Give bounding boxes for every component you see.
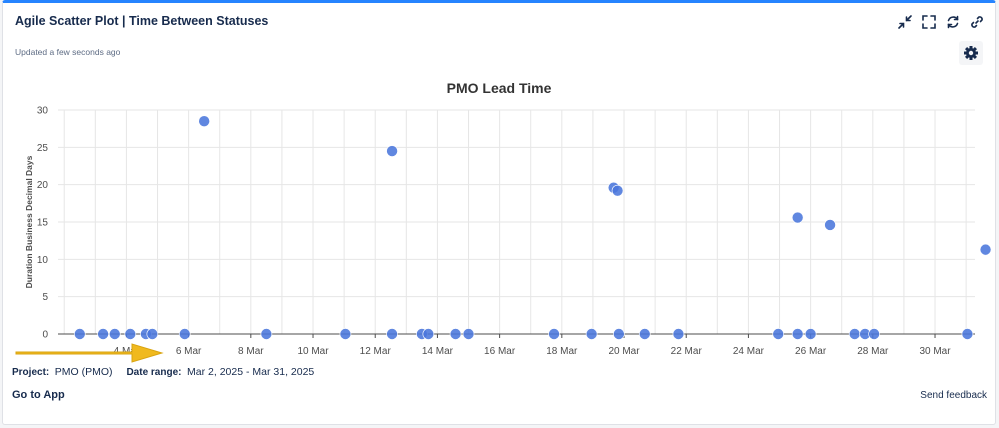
x-tick-label: 22 Mar [671,346,703,357]
x-tick-label: 6 Mar [176,346,202,357]
data-point [108,328,121,340]
data-point [611,184,624,197]
send-feedback-link[interactable]: Send feedback [920,390,987,401]
link-icon[interactable] [968,13,985,30]
data-point [73,328,86,340]
data-point [791,211,804,224]
data-point [386,328,398,340]
updated-timestamp: Updated a few seconds ago [15,47,121,57]
x-tick-label: 28 Mar [857,346,889,357]
settings-gear-icon [964,46,978,60]
x-tick-label: 16 Mar [484,346,516,357]
report-meta: Project: PMO (PMO) Date range: Mar 2, 20… [12,366,314,378]
data-point [868,328,880,340]
data-point [772,328,785,340]
x-tick-label: 18 Mar [546,346,578,357]
y-tick-label: 25 [37,143,49,154]
data-point [146,328,159,340]
gadget-toolbar [896,13,985,30]
data-points [73,115,992,340]
x-tick-label: 8 Mar [238,346,264,357]
date-range-label: Date range: [126,367,182,378]
date-range-value: Mar 2, 2025 - Mar 31, 2025 [187,366,315,378]
data-point [97,328,109,340]
data-point [178,328,191,340]
data-point [848,328,861,340]
gadget-title: Agile Scatter Plot | Time Between Status… [15,14,269,28]
y-tick-label: 0 [42,330,48,341]
go-to-app-link[interactable]: Go to App [12,389,65,401]
data-point [339,328,352,340]
refresh-icon[interactable] [944,13,961,30]
data-point [672,328,685,340]
y-tick-label: 30 [37,106,49,117]
y-tick-label: 20 [37,180,49,191]
data-point [124,328,137,340]
data-point [804,328,817,340]
project-label: Project: [12,367,50,378]
x-tick-label: 24 Mar [733,346,765,357]
annotation-arrow-icon [15,343,164,363]
y-tick-label: 5 [42,292,48,303]
axes [58,333,975,338]
x-tick-label: 14 Mar [422,346,454,357]
data-point [824,219,836,231]
x-tick-label: 10 Mar [297,346,329,357]
y-tick-label: 10 [37,255,49,266]
data-point [979,243,992,256]
y-tick-label: 15 [37,218,49,229]
x-tick-label: 30 Mar [919,346,951,357]
y-axis-label: Duration Business Decimal Days [24,155,34,288]
data-point [791,328,804,340]
data-point [422,328,435,340]
data-point [449,328,462,340]
chart-title: PMO Lead Time [447,80,552,96]
minimize-icon[interactable] [896,13,913,30]
data-point [462,328,475,340]
data-point [386,145,398,157]
scatter-chart: PMO Lead Time Duration Business Decimal … [24,80,992,358]
data-point [613,328,625,340]
grid-lines [58,109,975,335]
data-point [585,328,598,340]
data-point [548,328,560,340]
data-point [638,328,651,340]
fullscreen-icon[interactable] [920,13,937,30]
data-point [198,115,210,127]
project-value: PMO (PMO) [54,366,113,378]
data-point [260,328,273,340]
x-tick-label: 20 Mar [608,346,640,357]
settings-gear-button[interactable] [959,41,983,65]
x-tick-label: 26 Mar [795,346,827,357]
data-point [961,328,974,340]
x-tick-label: 12 Mar [360,346,392,357]
